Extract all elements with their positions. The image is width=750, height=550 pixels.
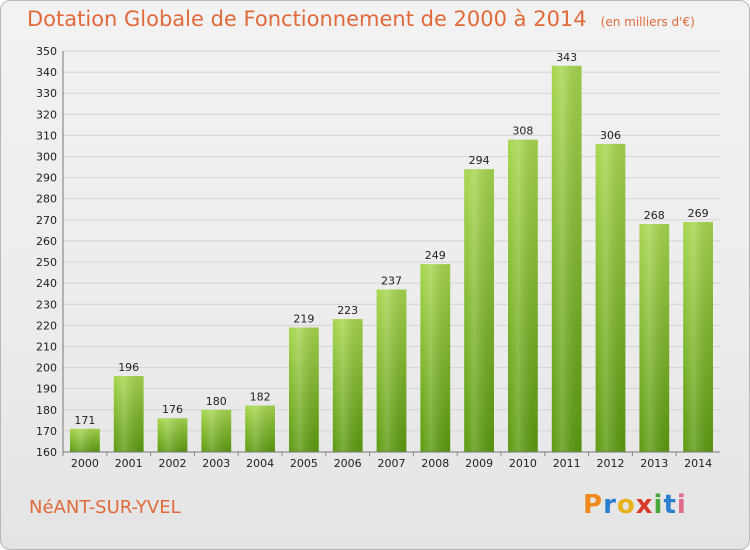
x-tick-label: 2006 (334, 457, 362, 470)
chart-subtitle: (en milliers d'€) (600, 15, 695, 29)
logo-letter: o (616, 490, 636, 520)
proxiti-logo: Proxiti (583, 490, 687, 520)
value-label: 196 (118, 361, 139, 374)
x-tick-label: 2010 (509, 457, 537, 470)
bar-shine (289, 327, 319, 452)
y-tick-label: 330 (36, 87, 57, 100)
y-axis-ticks: 160 170 180 190 200 210 220 230 240 250 260 270 280 2… (36, 45, 57, 459)
y-tick-label: 340 (36, 66, 57, 79)
x-tick-label: 2004 (246, 457, 274, 470)
chart-title: Dotation Globale de Fonctionnement de 20… (27, 7, 695, 31)
value-label: 268 (644, 209, 665, 222)
x-tick-label: 2009 (465, 457, 493, 470)
x-tick-label: 2012 (597, 457, 625, 470)
value-label: 176 (162, 403, 183, 416)
y-tick-label: 260 (36, 235, 57, 248)
y-tick-label: 170 (36, 425, 57, 438)
y-tick-label: 250 (36, 256, 57, 269)
x-tick-label: 2011 (553, 457, 581, 470)
y-tick-label: 160 (36, 446, 57, 459)
y-tick-label: 200 (36, 362, 57, 375)
bar-shine (551, 65, 582, 452)
x-tick-label: 2014 (684, 457, 712, 470)
bar-shine (70, 428, 100, 452)
x-tick-label: 2000 (71, 457, 99, 470)
bar-shine (639, 224, 670, 452)
value-label: 219 (293, 312, 314, 325)
value-label: 306 (600, 129, 621, 142)
y-tick-label: 220 (36, 319, 57, 332)
bar-shine (508, 139, 538, 453)
y-tick-label: 310 (36, 129, 57, 142)
x-tick-label: 2007 (378, 457, 406, 470)
logo-letter: r (603, 490, 617, 520)
logo-letter: P (583, 490, 604, 520)
bar-shine (157, 418, 188, 452)
x-axis-ticks: 2000 2001 2002 2003 2004 2005 2006 2007 2008 2009… (62, 452, 712, 470)
y-tick-label: 300 (36, 151, 57, 164)
x-tick-label: 2003 (202, 457, 230, 470)
logo-letter: x (635, 490, 654, 520)
value-label: 237 (381, 274, 402, 287)
bar-shine (376, 289, 407, 452)
value-label: 269 (688, 207, 709, 220)
value-label: 249 (425, 249, 446, 262)
bar-shine (332, 319, 363, 452)
logo-letter: t (663, 490, 677, 520)
x-tick-label: 2005 (290, 457, 318, 470)
value-label: 180 (206, 395, 227, 408)
y-tick-label: 350 (36, 45, 57, 58)
bar-shine (113, 376, 144, 452)
value-label: 223 (337, 304, 358, 317)
bar-shine (464, 169, 494, 453)
y-tick-label: 320 (36, 108, 57, 121)
y-tick-label: 280 (36, 193, 57, 206)
y-tick-label: 240 (36, 277, 57, 290)
y-tick-label: 180 (36, 404, 57, 417)
x-tick-label: 2008 (421, 457, 449, 470)
bars (70, 65, 713, 453)
logo-letter: i (653, 490, 664, 520)
value-label: 343 (556, 51, 577, 64)
y-tick-label: 190 (36, 383, 57, 396)
commune-name: NéANT-SUR-YVEL (29, 497, 181, 518)
value-label: 294 (469, 154, 490, 167)
y-tick-label: 230 (36, 298, 57, 311)
y-tick-label: 290 (36, 172, 57, 185)
bar-shine (245, 405, 275, 452)
chart-title-text: Dotation Globale de Fonctionnement de 20… (27, 7, 587, 31)
value-label: 182 (250, 391, 271, 404)
x-tick-label: 2013 (640, 457, 668, 470)
bar-shine (595, 143, 626, 452)
bar-shine (420, 264, 451, 452)
value-label: 171 (74, 414, 95, 427)
x-tick-label: 2002 (159, 457, 187, 470)
axes (62, 51, 720, 453)
bar-shine (683, 221, 713, 452)
value-label: 308 (512, 125, 533, 138)
bar-shine (201, 409, 232, 452)
value-labels: 171 196 176 180 182 219 223 237 249 294 308 343 306 2… (74, 51, 708, 427)
logo-letter: i (676, 490, 687, 520)
x-tick-label: 2001 (115, 457, 143, 470)
y-tick-label: 270 (36, 214, 57, 227)
y-tick-label: 210 (36, 340, 57, 353)
